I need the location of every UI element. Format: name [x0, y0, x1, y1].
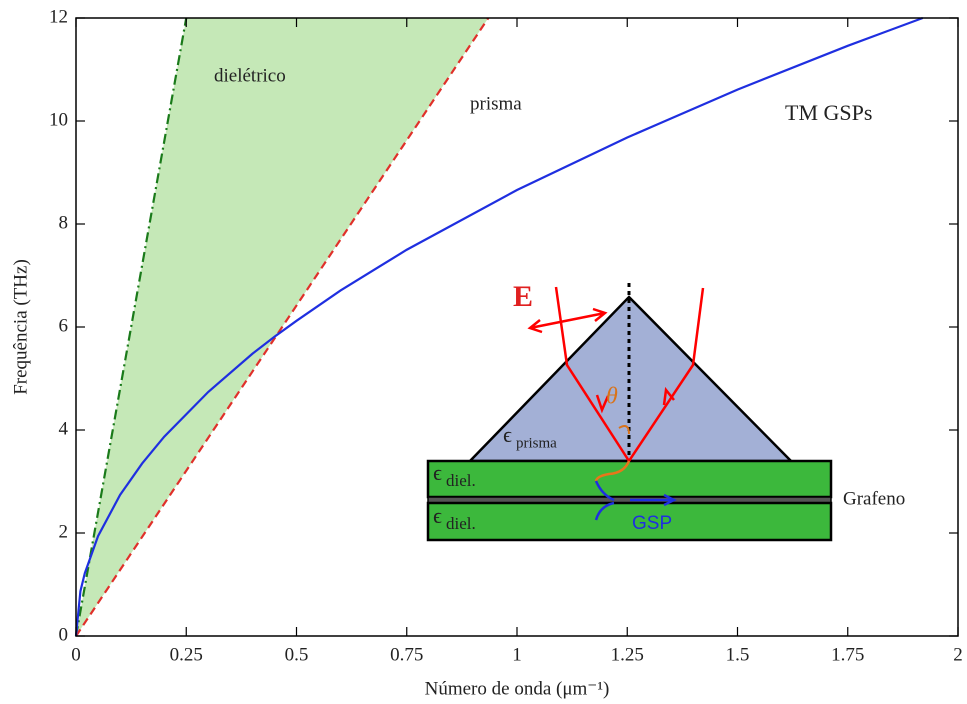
gsp-label: GSP: [632, 513, 672, 534]
plot-area: 0 0.25 0.5 0.75 1 1.25 1.5 1.75 2 0 2 4 6 8 10 12 dielét…: [49, 6, 963, 665]
diel-label: ϵ: [433, 503, 442, 528]
y-axis-label: Frequência (THz): [10, 259, 31, 395]
ray-arrows: [595, 386, 675, 414]
field-arrow: [527, 307, 608, 334]
y-tick-label: 8: [59, 212, 69, 233]
series-annotation: dielétrico: [214, 65, 286, 86]
x-tick-label: 0.75: [390, 644, 423, 665]
series-annotation: prisma: [470, 93, 522, 114]
x-axis-label: Número de onda (μm⁻¹): [425, 678, 610, 699]
x-tick-label: 1: [512, 644, 522, 665]
x-tick-label: 1.25: [611, 644, 644, 665]
x-tick-label: 2: [953, 644, 963, 665]
x-tick-label: 0.5: [285, 644, 309, 665]
y-tick-label: 0: [59, 624, 69, 645]
y-tick-label: 4: [59, 418, 69, 439]
series-line: [74, 16, 924, 637]
y-tick-label: 10: [49, 109, 68, 130]
series-annotation: TM GSPs: [785, 100, 872, 125]
x-tick-label: 0.25: [170, 644, 203, 665]
inset-diagram: E θ ϵ prisma ϵ diel. ϵ diel. Grafeno GSP: [426, 280, 905, 542]
field-label: E: [513, 280, 533, 313]
dielectric-top: [426, 459, 833, 499]
x-tick-label: 1.75: [831, 644, 864, 665]
y-tick-label: 12: [49, 6, 68, 27]
y-tick-label: 6: [59, 315, 69, 336]
dielectric-bottom: [426, 501, 833, 542]
angle-label: θ: [606, 384, 618, 410]
x-tick-label: 1.5: [726, 644, 750, 665]
evanescent: [594, 460, 631, 482]
prism-label: ϵ: [503, 422, 512, 447]
gsp-arrows: [594, 480, 677, 521]
prism-sub: prisma: [516, 435, 557, 451]
diel-label: ϵ: [433, 460, 442, 485]
series-line: [74, 17, 188, 637]
series-line: [75, 17, 490, 637]
angle-arc: [618, 425, 630, 435]
graphene-label: Grafeno: [843, 488, 905, 509]
x-tick-label: 0: [71, 644, 81, 665]
diel-sub: diel.: [446, 514, 476, 533]
y-tick-label: 2: [59, 521, 69, 542]
diel-sub: diel.: [446, 471, 476, 490]
